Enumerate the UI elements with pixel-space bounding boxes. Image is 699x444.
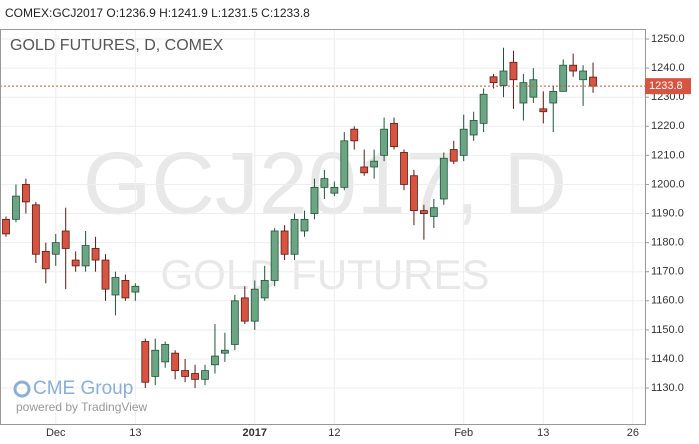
y-tick-label: 1160.0 (651, 295, 684, 307)
candle-body (270, 230, 279, 281)
candle-body (429, 207, 438, 217)
y-tick-label: 1220.0 (651, 120, 685, 132)
candle-body (419, 210, 428, 214)
candle-body (71, 259, 80, 267)
logo: CME Group powered by TradingView (13, 378, 148, 414)
candle-body (121, 280, 130, 299)
x-tick-label: Feb (454, 427, 473, 439)
attribution: powered by TradingView (16, 400, 148, 414)
candle-body (569, 64, 578, 72)
y-tick-label: 1240.0 (651, 62, 685, 74)
candle-body (2, 218, 10, 235)
candle-body (141, 341, 150, 383)
candle-body (220, 349, 229, 354)
x-tick-label: Dec (46, 427, 66, 439)
candle-body (539, 108, 548, 113)
y-tick-label: 1190.0 (651, 207, 684, 219)
candle-body (469, 120, 478, 136)
candle-body (171, 352, 180, 372)
candle-body (181, 370, 190, 377)
y-tick-label: 1130.0 (651, 382, 684, 394)
candle-body (230, 300, 239, 345)
candle-body (101, 259, 110, 290)
candle-body (161, 344, 170, 363)
x-tick-label: 13 (129, 427, 141, 439)
candle-body (12, 195, 20, 220)
candle-body (51, 242, 60, 255)
candle-body (260, 280, 269, 299)
watermark-subtitle: GOLD FUTURES (160, 251, 489, 298)
candle-body (111, 277, 120, 296)
candle-body (21, 184, 30, 203)
candle-body (201, 370, 209, 380)
candle-body (330, 186, 339, 194)
candle-body (509, 61, 518, 81)
candle-body (211, 355, 219, 366)
candle-body (290, 218, 299, 255)
candle-body (131, 285, 140, 293)
candle-body (320, 178, 329, 188)
candle-body (499, 70, 508, 86)
candle-body (31, 204, 40, 255)
candle-body (250, 288, 259, 322)
y-tick-label: 1170.0 (651, 266, 684, 278)
candle-body (280, 230, 289, 255)
candle-body (350, 128, 359, 142)
candle-body (191, 373, 199, 380)
candle-body (449, 149, 458, 162)
candle-body (439, 157, 448, 200)
candle-body (300, 218, 309, 232)
candle-body (410, 175, 418, 212)
x-tick-label: 2017 (243, 427, 267, 439)
plot-border (0, 29, 646, 425)
candle-body (380, 128, 389, 156)
candle-body (370, 160, 379, 168)
candle-body (41, 250, 50, 270)
x-tick-label: 12 (328, 427, 340, 439)
candle-body (459, 128, 468, 156)
candle-body (240, 297, 249, 322)
candle-body (529, 79, 538, 98)
x-tick-label: 13 (537, 427, 549, 439)
candle-body (151, 349, 160, 377)
symbol-header: COMEX:GCJ2017 O:1236.9 H:1241.9 L:1231.5… (5, 6, 310, 20)
y-tick-label: 1150.0 (651, 324, 684, 336)
candle-body (81, 245, 90, 267)
y-tick-label: 1140.0 (651, 353, 684, 365)
last-price-box (645, 78, 691, 95)
logo-text: CME Group (33, 378, 133, 399)
chart-title: GOLD FUTURES, D, COMEX (10, 37, 224, 54)
x-tick-label: 26 (627, 427, 639, 439)
candle-body (310, 186, 319, 214)
candle-body (61, 230, 70, 249)
candle-body (400, 152, 408, 185)
last-price-label: 1233.8 (649, 80, 683, 92)
candle-body (489, 76, 498, 84)
candle-body (519, 82, 528, 104)
candle-body (549, 90, 558, 104)
y-tick-label: 1180.0 (651, 237, 684, 249)
candle-body (579, 70, 587, 81)
candle-body (559, 64, 568, 92)
candle-body (589, 76, 597, 87)
candle-body (360, 166, 369, 174)
logo-icon (13, 380, 31, 398)
y-tick-label: 1250.0 (651, 33, 685, 45)
candle-body (340, 140, 349, 188)
y-tick-label: 1210.0 (651, 149, 685, 161)
candle-body (91, 248, 100, 261)
candle-body (479, 93, 488, 124)
y-tick-label: 1200.0 (651, 178, 685, 190)
candle-body (390, 122, 398, 148)
